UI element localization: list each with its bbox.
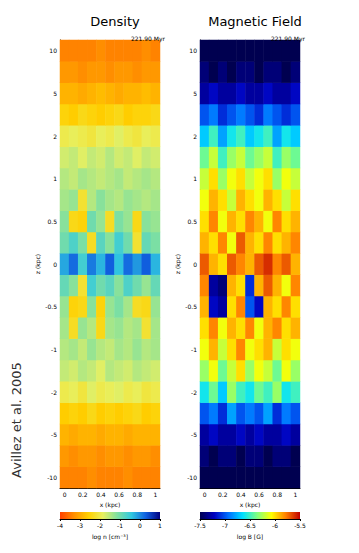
svg-text:5: 5 — [193, 90, 197, 97]
svg-text:-2: -2 — [51, 389, 57, 396]
svg-text:0.5: 0.5 — [47, 218, 57, 225]
svg-text:0: 0 — [63, 491, 67, 498]
svg-text:1: 1 — [53, 175, 57, 182]
svg-text:10: 10 — [189, 47, 197, 54]
svg-text:0.4: 0.4 — [236, 491, 246, 498]
svg-text:Density: Density — [90, 14, 140, 29]
svg-text:-5.5: -5.5 — [294, 522, 306, 529]
svg-text:-10: -10 — [187, 474, 197, 481]
svg-text:0.8: 0.8 — [132, 491, 142, 498]
svg-text:1: 1 — [294, 491, 298, 498]
svg-text:0: 0 — [193, 261, 197, 268]
svg-text:Avillez et al. 2005: Avillez et al. 2005 — [9, 362, 24, 478]
svg-text:log B [G]: log B [G] — [237, 533, 263, 541]
svg-text:0: 0 — [138, 522, 142, 529]
svg-text:z (kpc): z (kpc) — [34, 254, 42, 274]
svg-text:1: 1 — [193, 175, 197, 182]
svg-text:-6.5: -6.5 — [244, 522, 256, 529]
svg-text:0.2: 0.2 — [78, 491, 88, 498]
svg-text:log n [cm⁻³]: log n [cm⁻³] — [92, 533, 128, 541]
svg-text:1: 1 — [154, 491, 158, 498]
svg-text:1: 1 — [158, 522, 162, 529]
svg-text:-5: -5 — [51, 431, 57, 438]
svg-text:-7.5: -7.5 — [194, 522, 206, 529]
svg-text:0.6: 0.6 — [114, 491, 124, 498]
svg-text:-2: -2 — [191, 389, 197, 396]
svg-text:2: 2 — [193, 133, 197, 140]
svg-text:-1: -1 — [51, 346, 57, 353]
svg-text:z (kpc): z (kpc) — [174, 254, 182, 274]
svg-text:-6: -6 — [272, 522, 278, 529]
svg-text:0.8: 0.8 — [272, 491, 282, 498]
svg-text:-5: -5 — [191, 431, 197, 438]
svg-text:0.6: 0.6 — [254, 491, 264, 498]
svg-text:5: 5 — [53, 90, 57, 97]
svg-text:x (kpc): x (kpc) — [240, 501, 261, 509]
svg-text:0.4: 0.4 — [96, 491, 106, 498]
svg-text:0.5: 0.5 — [187, 218, 197, 225]
svg-text:221.90 Myr: 221.90 Myr — [131, 35, 166, 43]
svg-text:-0.5: -0.5 — [45, 303, 57, 310]
svg-text:-2: -2 — [97, 522, 103, 529]
svg-text:2: 2 — [53, 133, 57, 140]
svg-text:x (kpc): x (kpc) — [100, 501, 121, 509]
svg-text:-10: -10 — [47, 474, 57, 481]
svg-text:-1: -1 — [117, 522, 123, 529]
svg-text:-4: -4 — [57, 522, 63, 529]
svg-text:-3: -3 — [77, 522, 83, 529]
svg-text:0: 0 — [53, 261, 57, 268]
svg-text:0: 0 — [203, 491, 207, 498]
svg-text:-7: -7 — [222, 522, 228, 529]
svg-text:0.2: 0.2 — [218, 491, 228, 498]
svg-text:221.90 Myr: 221.90 Myr — [271, 35, 306, 43]
svg-text:-1: -1 — [191, 346, 197, 353]
svg-text:10: 10 — [49, 47, 57, 54]
svg-text:-0.5: -0.5 — [185, 303, 197, 310]
svg-text:Magnetic Field: Magnetic Field — [208, 14, 302, 29]
